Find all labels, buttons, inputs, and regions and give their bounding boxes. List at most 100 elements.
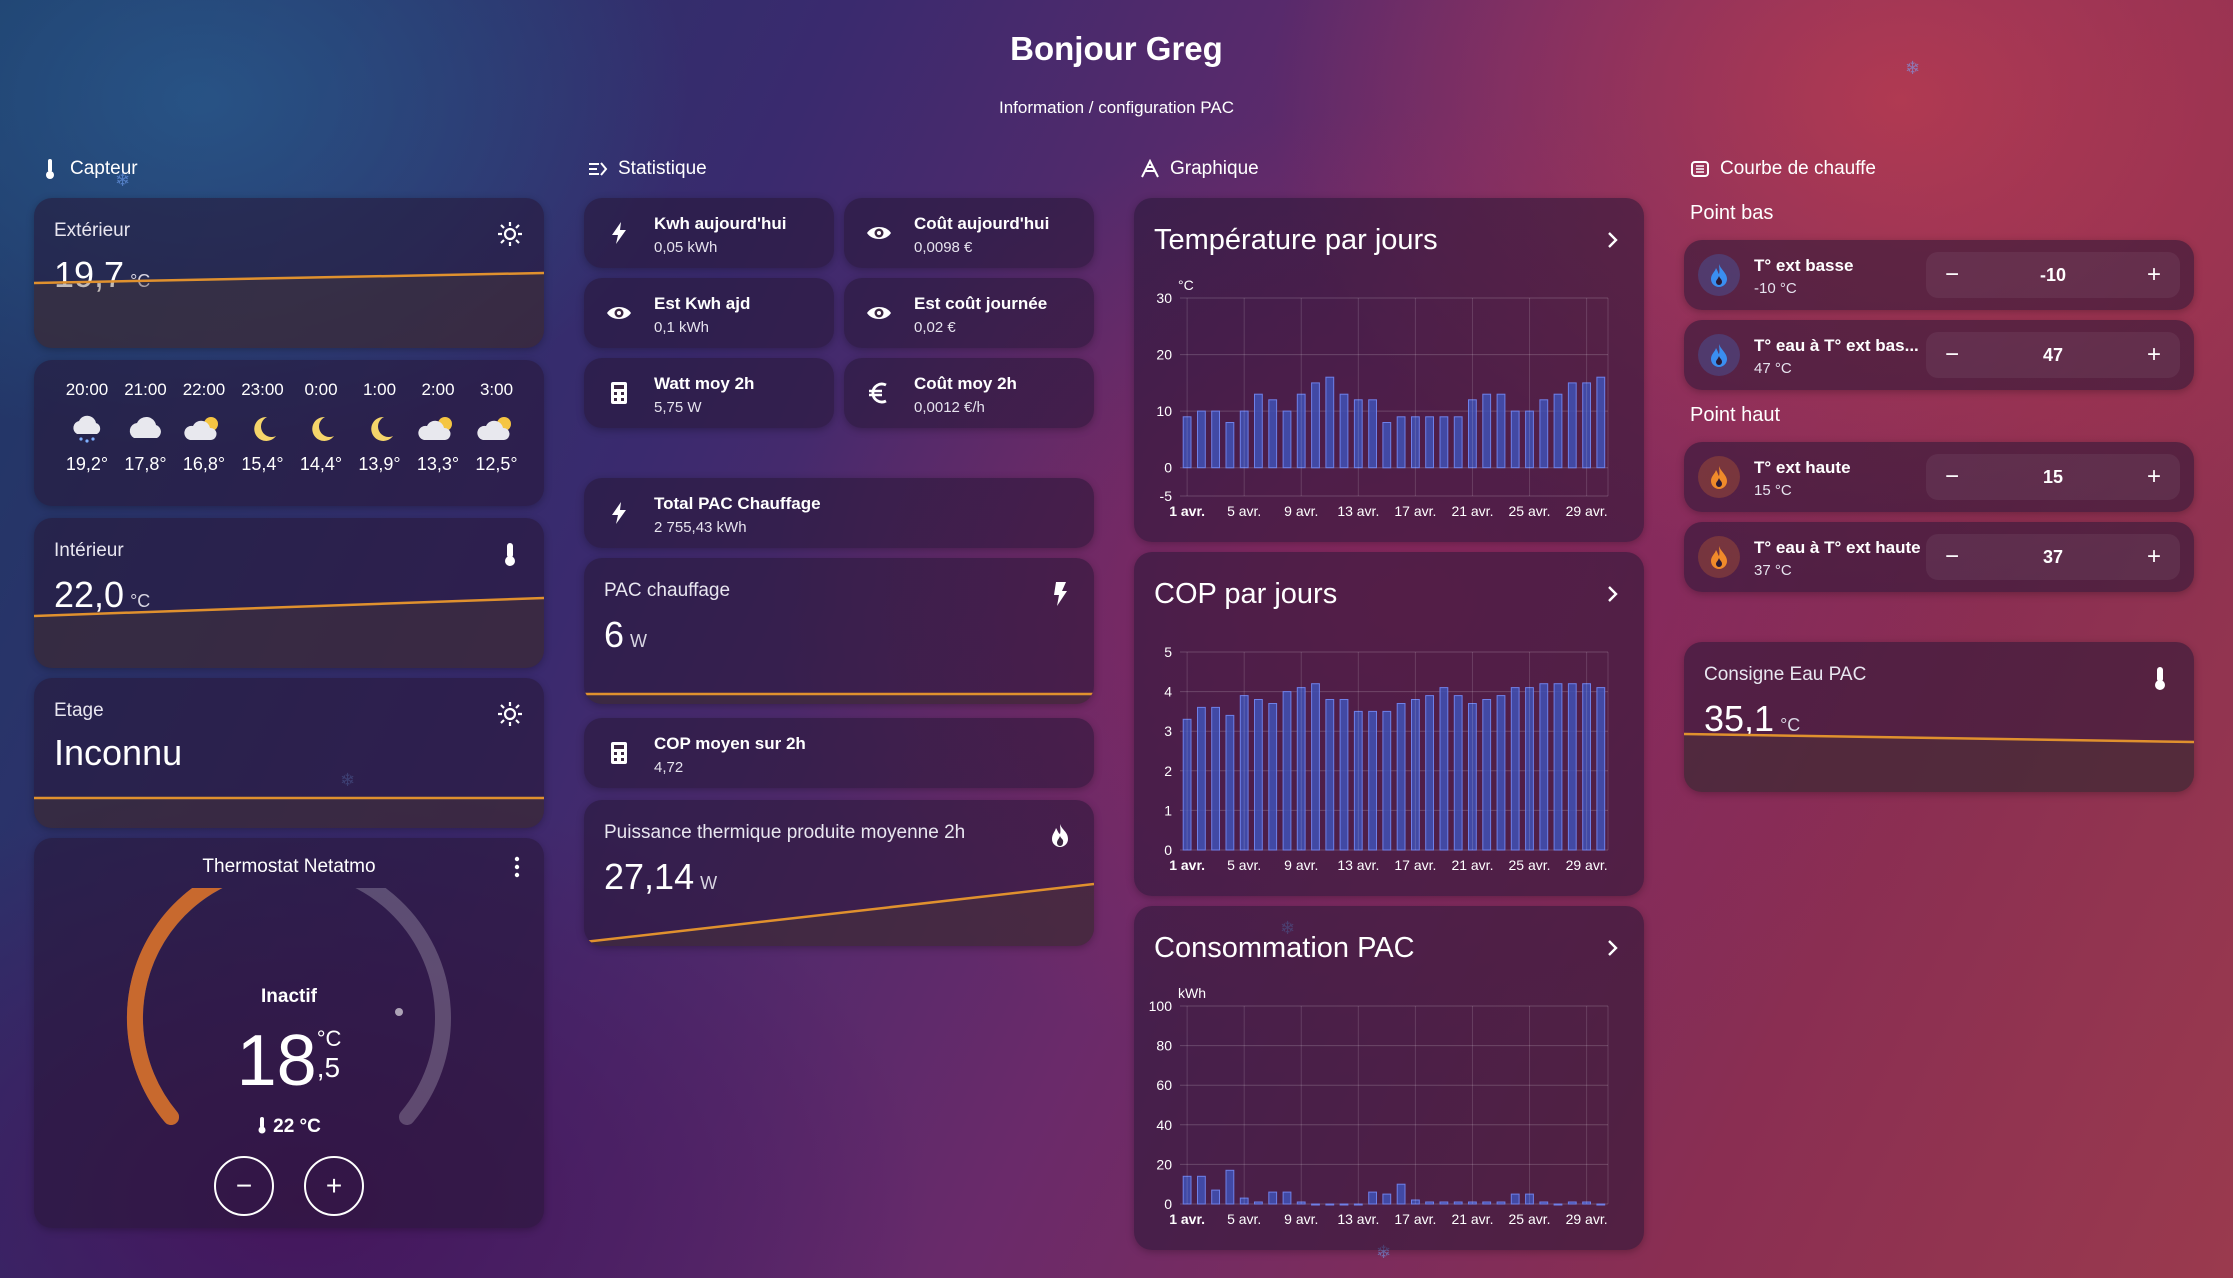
bar bbox=[1254, 1201, 1263, 1205]
x-tick-label: 17 avr. bbox=[1394, 503, 1436, 519]
column-title: Courbe de chauffe bbox=[1720, 158, 1876, 179]
bar bbox=[1268, 703, 1278, 851]
y-tick-label: 0 bbox=[1164, 1196, 1172, 1212]
increase-button[interactable]: + bbox=[2146, 261, 2161, 288]
stat-value: 0,05 kWh bbox=[654, 239, 718, 256]
bar bbox=[1468, 703, 1477, 851]
number-stepper[interactable]: − 37 + bbox=[1926, 534, 2180, 580]
decrease-button[interactable]: − bbox=[1944, 543, 1959, 570]
calculator-icon bbox=[611, 742, 627, 764]
increase-button[interactable]: + bbox=[2146, 543, 2161, 570]
y-tick-label: 30 bbox=[1156, 290, 1172, 306]
bar bbox=[1339, 699, 1349, 851]
eye-icon bbox=[867, 307, 891, 319]
water-drop-icon bbox=[1698, 254, 1740, 296]
bar bbox=[1525, 687, 1534, 851]
stat-value: 5,75 W bbox=[654, 399, 702, 416]
stat-cost-2h[interactable]: Coût moy 2h 0,0012 €/h bbox=[844, 358, 1094, 428]
stat-est-cost[interactable]: Est coût journée 0,02 € bbox=[844, 278, 1094, 348]
sun-icon bbox=[498, 702, 522, 726]
forecast-item: 20:00 19,2° bbox=[58, 380, 116, 475]
fire-icon bbox=[1698, 536, 1740, 578]
chevron-right-icon[interactable] bbox=[1600, 936, 1624, 960]
bar bbox=[1282, 691, 1292, 851]
bar bbox=[1197, 410, 1206, 469]
more-vert-icon[interactable] bbox=[514, 856, 520, 878]
stat-value: 0,1 kWh bbox=[654, 319, 710, 336]
sensor-card-exterieur[interactable]: Extérieur 19,7°C bbox=[34, 198, 544, 348]
bar bbox=[1482, 699, 1492, 851]
bar bbox=[1182, 718, 1192, 851]
thermostat-dial[interactable] bbox=[114, 888, 464, 1168]
bar bbox=[1396, 416, 1406, 469]
forecast-time: 22:00 bbox=[182, 380, 226, 399]
heating-curve-row[interactable]: T° ext basse -10 °C − -10 + bbox=[1684, 240, 2194, 310]
bar bbox=[1453, 1201, 1463, 1205]
stat-name: COP moyen sur 2h bbox=[654, 734, 806, 753]
y-tick-label: 4 bbox=[1164, 684, 1172, 700]
bar bbox=[1539, 399, 1549, 469]
thermostat-decrease-button[interactable]: − bbox=[214, 1156, 274, 1216]
x-tick-label: 13 avr. bbox=[1337, 857, 1379, 873]
stat-cop-2h[interactable]: COP moyen sur 2h 4,72 bbox=[584, 718, 1094, 788]
chevron-right-icon[interactable] bbox=[1600, 228, 1624, 252]
decrease-button[interactable]: − bbox=[1944, 261, 1959, 288]
thermostat-name: Thermostat Netatmo bbox=[202, 856, 376, 877]
thermometer-icon bbox=[40, 159, 60, 179]
chart-title: COP par jours bbox=[1154, 578, 1338, 610]
bar bbox=[1567, 683, 1577, 851]
weather-forecast-card[interactable]: 20:00 19,2° 21:00 17,8° 22:00 16,8° 23:00 15,4°… bbox=[34, 360, 544, 506]
chart-title: Température par jours bbox=[1154, 224, 1438, 256]
sensor-card-etage[interactable]: Etage Inconnu bbox=[34, 678, 544, 828]
bolt-icon bbox=[612, 222, 626, 244]
bar bbox=[1268, 1191, 1278, 1205]
forecast-temp: 15,4° bbox=[241, 454, 284, 474]
sensor-name: Puissance thermique produite moyenne 2h bbox=[604, 822, 966, 843]
thermostat-card[interactable]: Thermostat Netatmo Inactif 18 °C ,5 22 °C … bbox=[34, 838, 544, 1228]
number-stepper[interactable]: − 15 + bbox=[1926, 454, 2180, 500]
bar bbox=[1425, 695, 1435, 851]
increase-button[interactable]: + bbox=[2146, 463, 2161, 490]
forecast-item: 2:00 13,3° bbox=[409, 380, 467, 475]
stat-kwh-today[interactable]: Kwh aujourd'hui 0,05 kWh bbox=[584, 198, 834, 268]
stat-watt-2h[interactable]: Watt moy 2h 5,75 W bbox=[584, 358, 834, 428]
chevron-right-icon[interactable] bbox=[1600, 582, 1624, 606]
chart-settings-icon bbox=[588, 159, 608, 179]
stat-cost-today[interactable]: Coût aujourd'hui 0,0098 € bbox=[844, 198, 1094, 268]
bar bbox=[1311, 1203, 1320, 1206]
stat-name: Watt moy 2h bbox=[654, 374, 755, 393]
forecast-time: 2:00 bbox=[421, 380, 455, 399]
sensor-card-thermal[interactable]: Puissance thermique produite moyenne 2h … bbox=[584, 800, 1094, 946]
sensor-value: 27,14 W bbox=[604, 856, 718, 897]
sensor-card-interieur[interactable]: Intérieur 22,0 °C bbox=[34, 518, 544, 668]
chart-card-temperature[interactable]: Température par jours °C 30 20 10 0 -5 1 avr. 5… bbox=[1134, 198, 1644, 542]
chart-card-consommation[interactable]: Consommation PAC kWh 100 80 60 40 20 0 1 avr. 5 … bbox=[1134, 906, 1644, 1250]
bolt-icon bbox=[612, 502, 626, 524]
sensor-card-consigne[interactable]: Consigne Eau PAC 35,1 °C bbox=[1684, 642, 2194, 792]
bar bbox=[1325, 699, 1335, 851]
stat-value: 4,72 bbox=[654, 759, 684, 776]
thermostat-increase-button[interactable]: + bbox=[304, 1156, 364, 1216]
bar bbox=[1353, 1203, 1363, 1206]
forecast-temp: 13,3° bbox=[416, 454, 460, 474]
heating-curve-row[interactable]: T° ext haute 15 °C − 15 + bbox=[1684, 442, 2194, 512]
heating-curve-row[interactable]: T° eau à T° ext haute 37 °C − 37 + bbox=[1684, 522, 2194, 592]
number-stepper[interactable]: − -10 + bbox=[1926, 252, 2180, 298]
heating-curve-row[interactable]: T° eau à T° ext bas... 47 °C − 47 + bbox=[1684, 320, 2194, 390]
y-tick-label: 2 bbox=[1164, 763, 1172, 779]
bar bbox=[1453, 416, 1463, 469]
stat-total-pac[interactable]: Total PAC Chauffage 2 755,43 kWh bbox=[584, 478, 1094, 548]
decrease-button[interactable]: − bbox=[1944, 463, 1959, 490]
sensor-value: Inconnu bbox=[54, 732, 183, 773]
sensor-name: Etage bbox=[54, 700, 104, 721]
x-tick-label: 21 avr. bbox=[1451, 1211, 1493, 1227]
bar bbox=[1296, 393, 1306, 469]
increase-button[interactable]: + bbox=[2146, 341, 2161, 368]
stat-est-kwh[interactable]: Est Kwh ajd 0,1 kWh bbox=[584, 278, 834, 348]
decrease-button[interactable]: − bbox=[1944, 341, 1959, 368]
bar bbox=[1468, 399, 1477, 469]
bar bbox=[1496, 695, 1506, 851]
number-stepper[interactable]: − 47 + bbox=[1926, 332, 2180, 378]
